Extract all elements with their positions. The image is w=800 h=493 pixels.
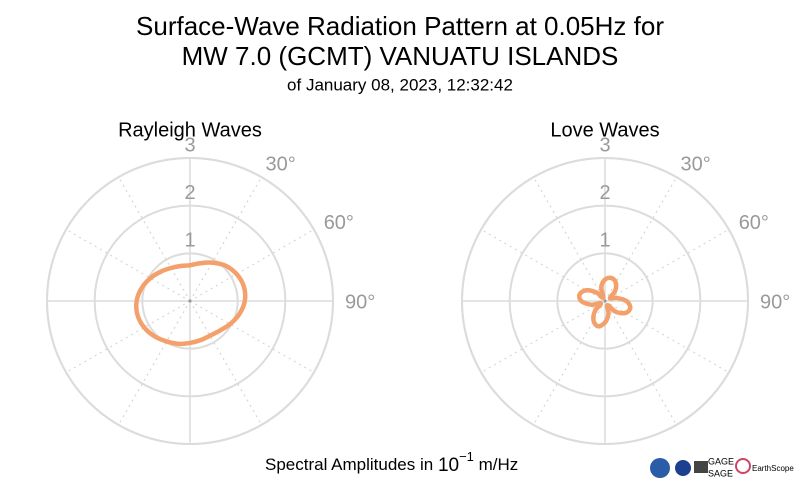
logo-text: GAGE — [708, 456, 734, 466]
logos: GAGE SAGE EarthScope — [650, 456, 794, 478]
r-tick-label: 1 — [599, 230, 610, 252]
pattern-line — [577, 275, 633, 329]
caption-exponent: −1 — [459, 449, 474, 464]
angular-grid-line — [480, 300, 606, 374]
title-line: MW 7.0 (GCMT) VANUATU ISLANDS — [182, 41, 619, 71]
r-tick-label: 1 — [184, 230, 195, 252]
caption-text: Spectral Amplitudes in — [265, 455, 433, 474]
logo-text: EarthScope — [752, 464, 794, 473]
radial-grid-ring — [93, 204, 287, 398]
r-tick-label: 3 — [599, 134, 610, 156]
chart-title: Love Waves — [550, 119, 659, 141]
caption-base: 10 — [438, 455, 459, 476]
angular-grid-line — [604, 300, 678, 426]
theta-tick-label: 30° — [681, 154, 711, 176]
theta-tick-label: 90° — [760, 291, 790, 313]
logo — [694, 461, 708, 473]
r-tick-label: 2 — [184, 182, 195, 204]
pattern-line — [134, 260, 248, 347]
polar-chart: Love Waves 1 2 3 30° 60° 90° — [461, 119, 790, 445]
angular-grid-line — [532, 176, 606, 302]
radial-grid-ring — [141, 252, 239, 350]
logo — [675, 460, 691, 476]
logo-text: SAGE — [708, 468, 733, 478]
polar-chart: Rayleigh Waves 1 2 3 30° 60° 90° — [46, 119, 375, 445]
theta-tick-label: 90° — [345, 291, 375, 313]
angular-grid-line — [189, 228, 315, 302]
radial-grid-ring — [508, 204, 702, 398]
logo — [735, 458, 751, 474]
center-dot — [188, 299, 192, 303]
radial-grid-ring — [461, 157, 749, 445]
radial-grid-ring — [46, 157, 334, 445]
logo — [650, 458, 670, 478]
chart-title: Rayleigh Waves — [118, 119, 262, 141]
theta-tick-label: 60° — [739, 212, 769, 234]
angular-grid-line — [117, 300, 191, 426]
subtitle: of January 08, 2023, 12:32:42 — [287, 75, 513, 94]
theta-tick-label: 30° — [266, 154, 296, 176]
caption: Spectral Amplitudes in 10−1 m/Hz — [265, 447, 518, 476]
r-tick-label: 2 — [599, 182, 610, 204]
angular-grid-line — [65, 300, 191, 374]
center-dot — [603, 299, 607, 303]
title-line: Surface-Wave Radiation Pattern at 0.05Hz… — [136, 11, 664, 41]
angular-grid-line — [65, 228, 191, 302]
theta-tick-label: 60° — [324, 212, 354, 234]
r-tick-label: 3 — [184, 134, 195, 156]
angular-grid-line — [189, 300, 263, 426]
angular-grid-line — [604, 228, 730, 302]
caption-unit: m/Hz — [479, 455, 519, 474]
angular-grid-line — [189, 176, 263, 302]
angular-grid-line — [117, 176, 191, 302]
radial-grid-ring — [556, 252, 654, 350]
